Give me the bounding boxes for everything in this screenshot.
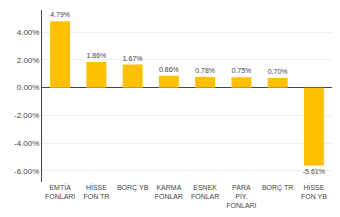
svg-text:0.75%: 0.75% xyxy=(231,67,251,74)
svg-text:0.86%: 0.86% xyxy=(159,66,179,73)
svg-text:4.00%: 4.00% xyxy=(17,28,40,37)
svg-text:1.86%: 1.86% xyxy=(86,52,106,59)
svg-text:HİSSEFON TR: HİSSEFON TR xyxy=(83,183,109,200)
svg-text:2.00%: 2.00% xyxy=(17,56,40,65)
svg-text:4.79%: 4.79% xyxy=(50,11,70,18)
svg-text:-2.00%: -2.00% xyxy=(14,111,39,120)
svg-text:1.67%: 1.67% xyxy=(123,55,143,62)
svg-text:PARAPİY.FONLARI: PARAPİY.FONLARI xyxy=(226,184,256,209)
svg-text:EMTİAFONLARI: EMTİAFONLARI xyxy=(45,183,75,200)
svg-text:HİSSEFON YB: HİSSEFON YB xyxy=(301,183,327,200)
svg-text:0.70%: 0.70% xyxy=(268,68,288,75)
svg-text:KARMAFONLAR: KARMAFONLAR xyxy=(155,184,183,200)
svg-text:-4.00%: -4.00% xyxy=(14,139,39,148)
svg-text:-6.00%: -6.00% xyxy=(14,167,39,176)
svg-text:0.78%: 0.78% xyxy=(195,67,215,74)
svg-text:BORÇ YB: BORÇ YB xyxy=(117,184,149,192)
svg-text:0.00%: 0.00% xyxy=(17,83,40,92)
svg-text:BORÇ TR: BORÇ TR xyxy=(262,184,293,192)
svg-text:ESNEKFONLAR: ESNEKFONLAR xyxy=(191,184,219,200)
svg-text:-5.61%: -5.61% xyxy=(303,168,325,175)
